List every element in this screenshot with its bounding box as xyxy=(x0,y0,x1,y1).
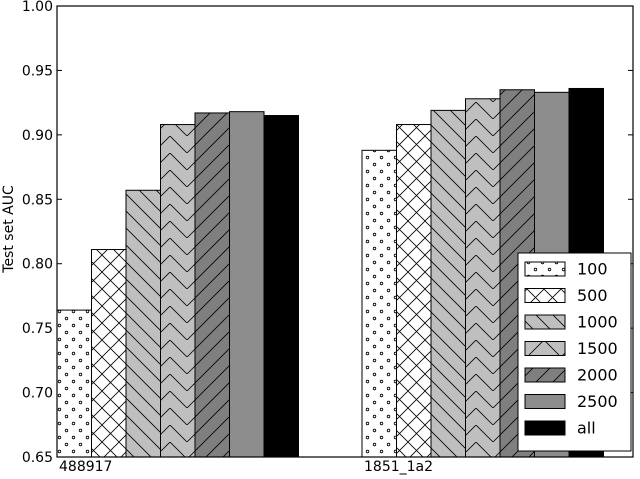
legend-label-all: all xyxy=(577,419,596,438)
y-tick-label: 0.80 xyxy=(22,257,53,273)
y-axis-label: Test set AUC xyxy=(1,185,17,274)
legend-label-500: 500 xyxy=(577,286,608,305)
legend-swatch-1500 xyxy=(524,341,566,356)
legend-swatch-100 xyxy=(524,261,566,277)
legend-swatch-500 xyxy=(524,288,566,303)
legend-label-100: 100 xyxy=(577,260,608,279)
bar-1000-488917 xyxy=(125,189,161,458)
bar-500-488917 xyxy=(91,249,127,458)
bar-100-488917 xyxy=(56,309,92,458)
y-tick-label: 0.90 xyxy=(22,128,53,144)
bar-2500-488917 xyxy=(229,111,265,458)
bar-500-1851_1a2 xyxy=(396,124,432,458)
x-tick-label: 1851_1a2 xyxy=(364,459,433,475)
plot-frame xyxy=(56,5,634,458)
bar-100-1851_1a2 xyxy=(361,149,397,458)
y-tick-label: 0.75 xyxy=(22,321,53,337)
x-tick-label: 488917 xyxy=(59,459,112,475)
legend-swatch-1000 xyxy=(524,314,566,330)
legend-label-1000: 1000 xyxy=(577,313,618,332)
bar-1000-1851_1a2 xyxy=(430,109,466,458)
bar-1500-488917 xyxy=(160,124,196,458)
legend-label-2000: 2000 xyxy=(577,366,618,385)
y-tick-label: 0.95 xyxy=(22,63,53,79)
bar-all-488917 xyxy=(263,115,299,458)
y-tick-label: 1.00 xyxy=(22,0,53,15)
legend-label-2500: 2500 xyxy=(577,392,618,411)
bar-1500-1851_1a2 xyxy=(465,98,501,458)
legend-swatch-2500 xyxy=(524,394,566,409)
bar-2000-488917 xyxy=(194,112,230,458)
legend-swatch-all xyxy=(524,420,566,436)
legend-label-1500: 1500 xyxy=(577,339,618,358)
legend-swatch-2000 xyxy=(524,367,566,383)
y-tick-label: 0.85 xyxy=(22,192,53,208)
y-tick-label: 0.70 xyxy=(22,386,53,402)
legend: 100 500 1000 1500 2000 2500 all xyxy=(517,252,632,452)
y-tick-label: 0.65 xyxy=(22,450,53,466)
